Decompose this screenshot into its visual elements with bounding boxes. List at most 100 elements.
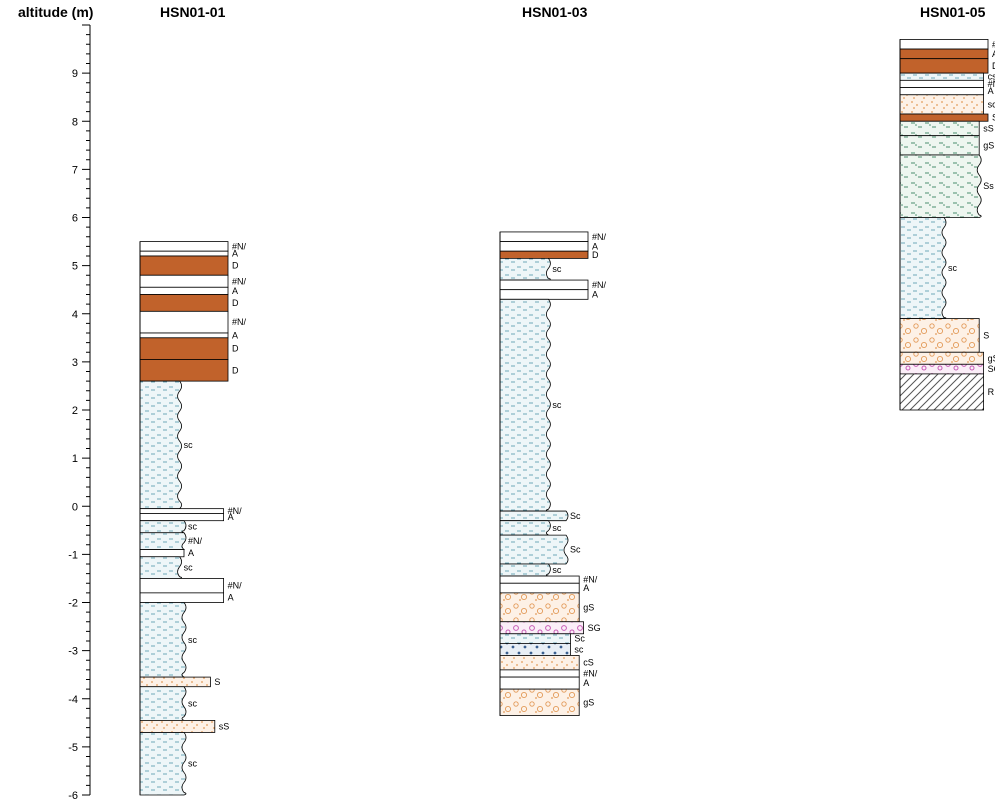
bed-label: A: [232, 286, 238, 296]
bed-label: R: [988, 387, 995, 397]
bed-label: Sc: [574, 634, 585, 644]
column-title: HSN01-03: [522, 4, 587, 20]
bed-label: A: [228, 512, 234, 522]
bed: [140, 256, 228, 275]
bed: [500, 622, 584, 634]
bed: [500, 232, 588, 242]
bed-label: #N/: [188, 536, 203, 546]
svg-text:-2: -2: [68, 598, 78, 610]
bed: [140, 578, 224, 592]
svg-text:5: 5: [72, 261, 78, 273]
bed-label: sc: [188, 522, 198, 532]
bed-label: sc: [552, 400, 562, 410]
bed: [140, 521, 186, 533]
bed: [500, 521, 550, 535]
bed: [500, 299, 550, 511]
bed: [140, 295, 228, 312]
svg-text:-3: -3: [68, 646, 78, 658]
bed-label: A: [188, 548, 194, 558]
bed: [900, 352, 984, 364]
bed-label: sS: [983, 123, 994, 133]
bed: [140, 593, 224, 603]
bed-label: D: [232, 365, 239, 375]
bed-label: gS: [988, 353, 995, 363]
svg-text:-4: -4: [68, 694, 78, 706]
bed: [900, 80, 984, 87]
bed: [500, 242, 588, 252]
bed-label: #N/: [592, 232, 607, 242]
bed: [140, 287, 228, 294]
bed: [500, 583, 579, 593]
bed-label: A: [592, 290, 598, 300]
bed: [140, 687, 186, 721]
bed: [140, 550, 184, 557]
column-title: HSN01-05: [920, 4, 985, 20]
bed: [500, 251, 588, 258]
bed-label: Ss: [983, 181, 994, 191]
bed-label: sc: [988, 99, 995, 109]
bed: [900, 374, 984, 410]
bed-label: Sc: [570, 511, 581, 521]
bed: [900, 319, 979, 353]
bed-label: gS: [983, 140, 994, 150]
chart-svg: -6-5-4-3-2-10123456789#N/AD#N/AD#N/ADDsc…: [0, 0, 995, 803]
bed-label: #N/: [232, 276, 247, 286]
bed: [900, 114, 988, 121]
bed-label: SG: [988, 364, 995, 374]
svg-text:-1: -1: [68, 549, 78, 561]
bed: [140, 720, 215, 732]
bed: [500, 677, 579, 689]
column-title: HSN01-01: [160, 4, 225, 20]
bed-label: sc: [948, 263, 958, 273]
bed: [140, 381, 182, 509]
bed: [500, 634, 570, 644]
svg-text:3: 3: [72, 357, 78, 369]
bed: [500, 564, 550, 576]
bed: [140, 513, 224, 520]
bed: [500, 689, 579, 715]
bed-label: D: [232, 261, 239, 271]
bed-label: sc: [188, 635, 198, 645]
bed: [140, 603, 186, 678]
bed: [500, 290, 588, 300]
svg-text:7: 7: [72, 164, 78, 176]
bed: [140, 557, 182, 579]
bed: [500, 280, 588, 290]
bed-label: A: [228, 593, 234, 603]
svg-text:6: 6: [72, 213, 78, 225]
svg-text:0: 0: [72, 501, 78, 513]
bed-label: sc: [188, 699, 198, 709]
bed: [500, 511, 568, 521]
svg-text:9: 9: [72, 68, 78, 80]
bed: [140, 533, 186, 550]
bed-label: Sc: [570, 545, 581, 555]
bed-label: SG: [588, 623, 601, 633]
bed-label: A: [988, 86, 994, 96]
bed-label: A: [232, 330, 238, 340]
bed: [900, 121, 979, 135]
bed: [140, 359, 228, 381]
bed: [140, 251, 228, 256]
bed: [140, 338, 228, 360]
bed: [140, 311, 228, 333]
bed-label: sS: [219, 721, 230, 731]
bed-label: A: [232, 249, 238, 259]
svg-text:-5: -5: [68, 742, 78, 754]
bed: [900, 136, 979, 155]
bed-label: #N/: [232, 317, 247, 327]
bed: [500, 535, 568, 564]
bed: [500, 576, 579, 583]
bed: [900, 364, 984, 374]
bed-label: A: [583, 583, 589, 593]
bed-label: #N/: [583, 668, 598, 678]
bed: [140, 275, 228, 287]
bed: [500, 643, 570, 655]
bed: [140, 333, 228, 338]
bed: [900, 73, 984, 80]
bed-label: S: [983, 330, 989, 340]
bed-label: D: [592, 250, 599, 260]
bed: [140, 677, 210, 687]
stratigraphic-chart: altitude (m) -6-5-4-3-2-10123456789#N/AD…: [0, 0, 995, 803]
bed: [500, 593, 579, 622]
bed: [900, 218, 946, 319]
